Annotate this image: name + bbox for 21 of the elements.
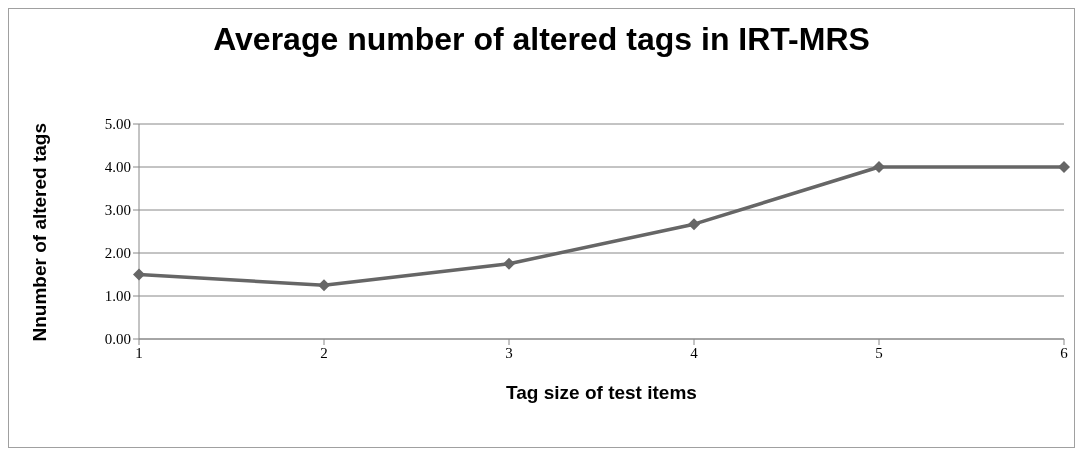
- x-tick-label: 6: [1060, 344, 1069, 361]
- x-tick-label: 5: [875, 344, 883, 361]
- chart-title: Average number of altered tags in IRT-MRS: [212, 21, 871, 58]
- y-tick-label: 1.00: [104, 288, 131, 305]
- point: [688, 218, 700, 231]
- point: [1058, 161, 1070, 173]
- y-tick-label: 2.00: [104, 245, 131, 262]
- point: [318, 279, 330, 292]
- x-tick-label: 3: [505, 344, 513, 361]
- point: [133, 268, 145, 281]
- x-axis-title: Tag size of test items: [506, 382, 697, 403]
- y-axis-title: Nnumber of altered tags: [28, 122, 50, 342]
- y-tick-label: 0.00: [104, 331, 131, 348]
- y-tick-label: 4.00: [104, 159, 131, 176]
- point: [873, 161, 885, 173]
- point: [503, 257, 515, 270]
- x-tick-label: 1: [135, 344, 143, 361]
- y-tick-label: 5.00: [104, 116, 131, 133]
- x-tick-label: 2: [320, 344, 328, 361]
- x-tick-label: 4: [690, 344, 699, 361]
- y-tick-label: 3.00: [104, 202, 131, 219]
